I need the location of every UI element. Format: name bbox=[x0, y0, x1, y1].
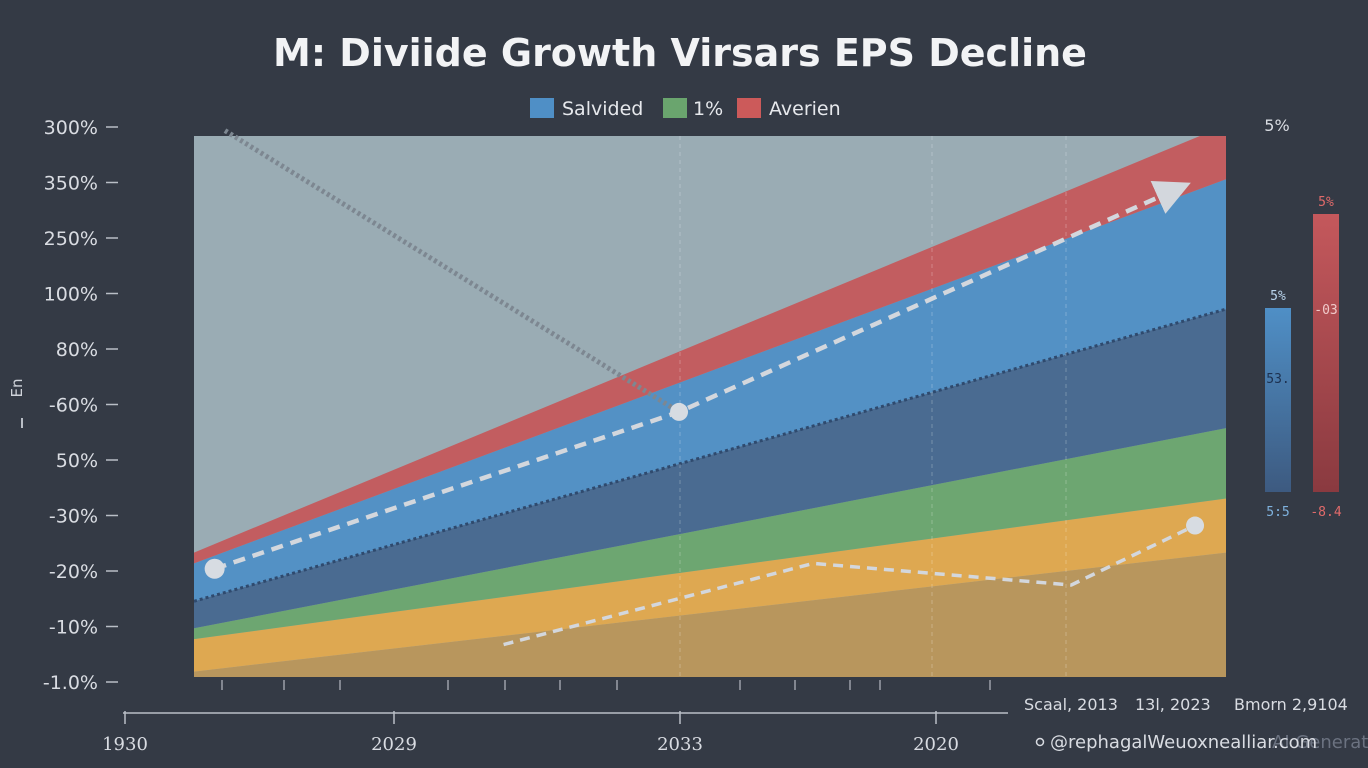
y-tick-label-3: 100% bbox=[44, 284, 98, 306]
legend-swatch-averien bbox=[737, 98, 761, 118]
x-tick-label-2: 2033 bbox=[657, 734, 703, 755]
area-green bbox=[194, 428, 1226, 640]
x-note-1: Scaal, 2013 bbox=[1024, 695, 1118, 714]
legend-label-salvided: Salvided bbox=[562, 98, 643, 120]
x-note-2: 13l, 2023 bbox=[1135, 695, 1211, 714]
dotted-trend-line bbox=[223, 128, 681, 415]
right-top-label: 5% bbox=[1264, 116, 1289, 135]
x-tick-label-1: 2029 bbox=[371, 734, 417, 755]
lower-dashed-line bbox=[503, 523, 1196, 647]
legend-label-1pct: 1% bbox=[693, 98, 723, 120]
side-bar-0 bbox=[1265, 308, 1291, 492]
gridlines bbox=[679, 136, 1067, 677]
area-red bbox=[194, 136, 1226, 564]
x-axis-minor-ticks bbox=[221, 680, 991, 690]
area-orange bbox=[194, 498, 1226, 672]
y-tick-label-8: -20% bbox=[49, 561, 98, 583]
y-axis: 300% 350% 250% 100% 80% -60% 50% -30% -20% -10% -1… bbox=[43, 117, 118, 694]
legend-label-averien: Averien bbox=[769, 98, 841, 120]
y-tick-label-5: -60% bbox=[49, 395, 98, 417]
dark-blue-dotted-edge bbox=[194, 307, 1226, 603]
side-bar-mid-label-1: -03 bbox=[1314, 303, 1337, 318]
x-axis: 1930 2029 2033 2020 bbox=[102, 711, 959, 755]
y-tick-label-0: 300% bbox=[44, 117, 98, 139]
lower-line-end-point bbox=[1186, 516, 1205, 535]
side-bar-mid-label-0: 53. bbox=[1266, 372, 1289, 387]
y-tick-label-6: 50% bbox=[56, 450, 98, 472]
y-tick-label-2: 250% bbox=[44, 228, 98, 250]
side-bars: 5% 53. 5:5 5% -03 -8.4 bbox=[1265, 195, 1342, 520]
legend-swatch-1pct bbox=[663, 98, 687, 118]
y-tick-label-9: -10% bbox=[49, 617, 98, 639]
area-tan-base bbox=[194, 552, 1226, 677]
y-tick-label-4: 80% bbox=[56, 339, 98, 361]
legend: Salvided 1% Averien bbox=[530, 98, 841, 120]
side-bar-top-label-0: 5% bbox=[1270, 289, 1286, 304]
side-bar-1 bbox=[1313, 214, 1339, 492]
y-tick-label-1: 350% bbox=[44, 173, 98, 195]
side-bar-top-label-1: 5% bbox=[1318, 195, 1334, 210]
x-tick-label-0: 1930 bbox=[102, 734, 148, 755]
y-axis-side-label: En bbox=[8, 379, 26, 398]
chart-title: M: Diviide Growth Virsars EPS Decline bbox=[273, 31, 1087, 75]
dashed-line-start-point bbox=[204, 558, 225, 579]
watermark: AI Generated bbox=[1272, 732, 1368, 753]
legend-swatch-salvided bbox=[530, 98, 554, 118]
y-tick-label-7: -30% bbox=[49, 506, 98, 528]
x-note-3: Bmorn 2,9104 bbox=[1234, 695, 1348, 714]
overlay-lines bbox=[204, 128, 1205, 647]
y-tick-label-10: -1.0% bbox=[43, 672, 98, 694]
credit-text: @rephagalWeuoxnealliar.com bbox=[1050, 732, 1317, 753]
credit-bullet-icon bbox=[1035, 737, 1045, 747]
x-tick-label-3: 2020 bbox=[913, 734, 959, 755]
area-dark-blue bbox=[194, 309, 1226, 629]
dashed-line-mid-point bbox=[670, 402, 689, 421]
side-bar-bottom-label-1: -8.4 bbox=[1310, 505, 1341, 520]
side-bar-bottom-label-0: 5:5 bbox=[1266, 505, 1289, 520]
